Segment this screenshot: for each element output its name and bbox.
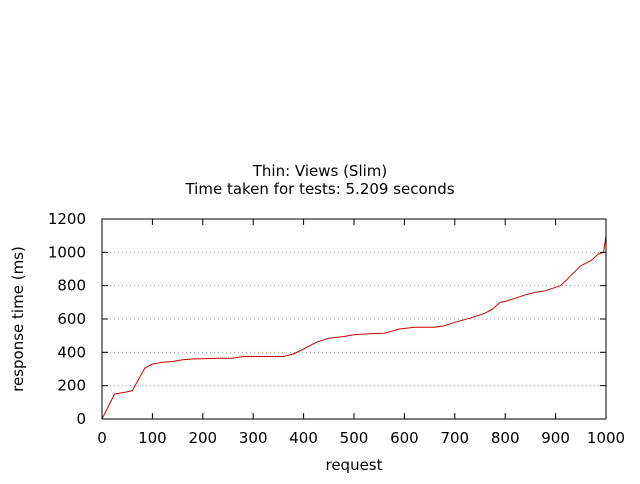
x-tick-label: 500 bbox=[340, 429, 369, 447]
tick-labels: 0 200 400 600 800 1000 1200 0 100 200 300 400 500 600… bbox=[48, 210, 625, 447]
x-tick-label: 600 bbox=[390, 429, 419, 447]
x-tick-label: 400 bbox=[289, 429, 318, 447]
x-tick-label: 800 bbox=[491, 429, 520, 447]
axis-ticks bbox=[101, 218, 607, 420]
chart-title: Thin: Views (Slim) bbox=[252, 162, 388, 180]
x-tick-label: 700 bbox=[440, 429, 469, 447]
series-line-0 bbox=[101, 235, 607, 420]
x-tick-label: 1000 bbox=[587, 429, 625, 447]
y-tick-label: 1200 bbox=[48, 210, 86, 228]
y-tick-label: 0 bbox=[76, 410, 86, 428]
x-tick-label: 100 bbox=[138, 429, 167, 447]
x-tick-label: 200 bbox=[188, 429, 217, 447]
x-tick-label: 0 bbox=[97, 429, 107, 447]
grid-lines bbox=[102, 251, 606, 387]
y-tick-label: 600 bbox=[57, 310, 86, 328]
y-tick-label: 800 bbox=[57, 277, 86, 295]
y-tick-label: 200 bbox=[57, 377, 86, 395]
x-tick-label: 300 bbox=[239, 429, 268, 447]
series-layer bbox=[101, 235, 607, 420]
x-axis-label: request bbox=[325, 456, 382, 474]
chart-subtitle: Time taken for tests: 5.209 seconds bbox=[185, 180, 455, 198]
x-tick-label: 900 bbox=[541, 429, 570, 447]
y-tick-label: 400 bbox=[57, 343, 86, 361]
y-tick-label: 1000 bbox=[48, 243, 86, 261]
y-axis-label: response time (ms) bbox=[9, 246, 27, 392]
